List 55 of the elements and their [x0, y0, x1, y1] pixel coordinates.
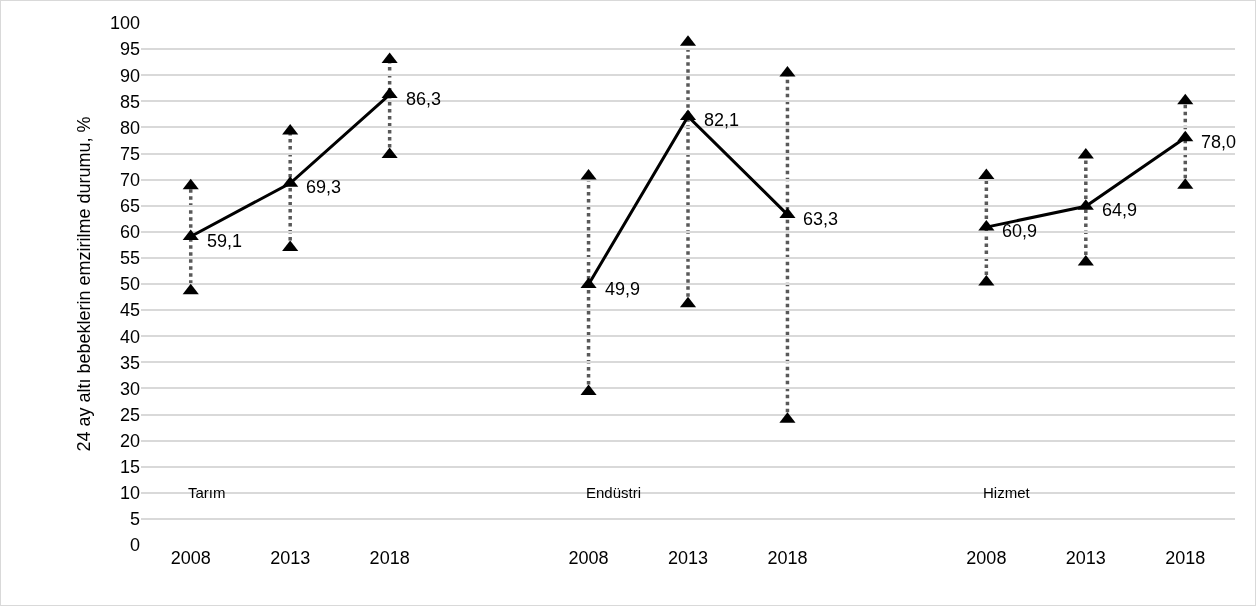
y-tick-label: 10 [119, 483, 140, 504]
data-label: 69,3 [306, 177, 342, 197]
point [978, 274, 995, 286]
y-tick-label: 95 [119, 39, 140, 60]
point [580, 168, 597, 180]
data-label: 86,3 [406, 89, 442, 109]
y-tick-label: 60 [119, 222, 140, 243]
point [1177, 130, 1194, 142]
point [580, 277, 597, 289]
y-tick-label: 30 [119, 378, 140, 399]
point [381, 52, 398, 64]
x-tick-label: 2008 [170, 548, 211, 568]
y-tick-label: 70 [119, 169, 140, 190]
y-tick-label: 20 [119, 430, 140, 451]
annotation: Tarım [188, 484, 226, 501]
point [182, 178, 199, 190]
x-tick-label: 2018 [767, 548, 808, 568]
data-label: 59,1 [207, 231, 243, 251]
data-label: 78,0 [1201, 132, 1237, 152]
x-tick-label: 2008 [966, 548, 1007, 568]
data-label: 63,3 [803, 209, 839, 229]
y-tick-label: 85 [119, 91, 140, 112]
data-label: 64,9 [1102, 200, 1138, 220]
y-tick-label: 80 [119, 117, 140, 138]
y-tick-label: 15 [119, 457, 140, 477]
y-tick-label: 90 [119, 65, 140, 86]
y-tick-label: 25 [119, 404, 140, 425]
annotation: Endüstri [586, 484, 642, 501]
y-tick-label: 65 [119, 196, 140, 216]
point [381, 87, 398, 99]
point [580, 384, 597, 396]
y-tick-label: 35 [119, 352, 140, 373]
x-tick-label: 2008 [568, 548, 609, 568]
data-label: 82,1 [704, 110, 740, 130]
y-tick-label: 55 [119, 248, 140, 269]
annotation: Hizmet [983, 484, 1031, 501]
y-tick-label: 75 [119, 143, 140, 164]
point [779, 207, 796, 219]
y-axis-title: 24 ay altı bebeklerin emzirilme durumu, % [74, 116, 95, 452]
point [182, 283, 199, 295]
x-tick-label: 2018 [1165, 548, 1206, 568]
y-tick-label: 0 [129, 535, 140, 556]
y-tick-label: 100 [109, 13, 140, 34]
x-tick-label: 2013 [270, 548, 311, 568]
data-label: 49,9 [605, 279, 641, 299]
y-tick-label: 50 [119, 274, 140, 295]
data-label: 60,9 [1002, 221, 1038, 241]
x-tick-label: 2018 [369, 548, 410, 568]
x-tick-label: 2013 [1065, 548, 1106, 568]
y-tick-label: 40 [119, 326, 140, 347]
x-tick-label: 2013 [667, 548, 709, 568]
y-tick-label: 45 [119, 300, 140, 321]
point [1177, 93, 1194, 105]
y-tick-label: 5 [129, 509, 140, 530]
point [381, 147, 398, 159]
